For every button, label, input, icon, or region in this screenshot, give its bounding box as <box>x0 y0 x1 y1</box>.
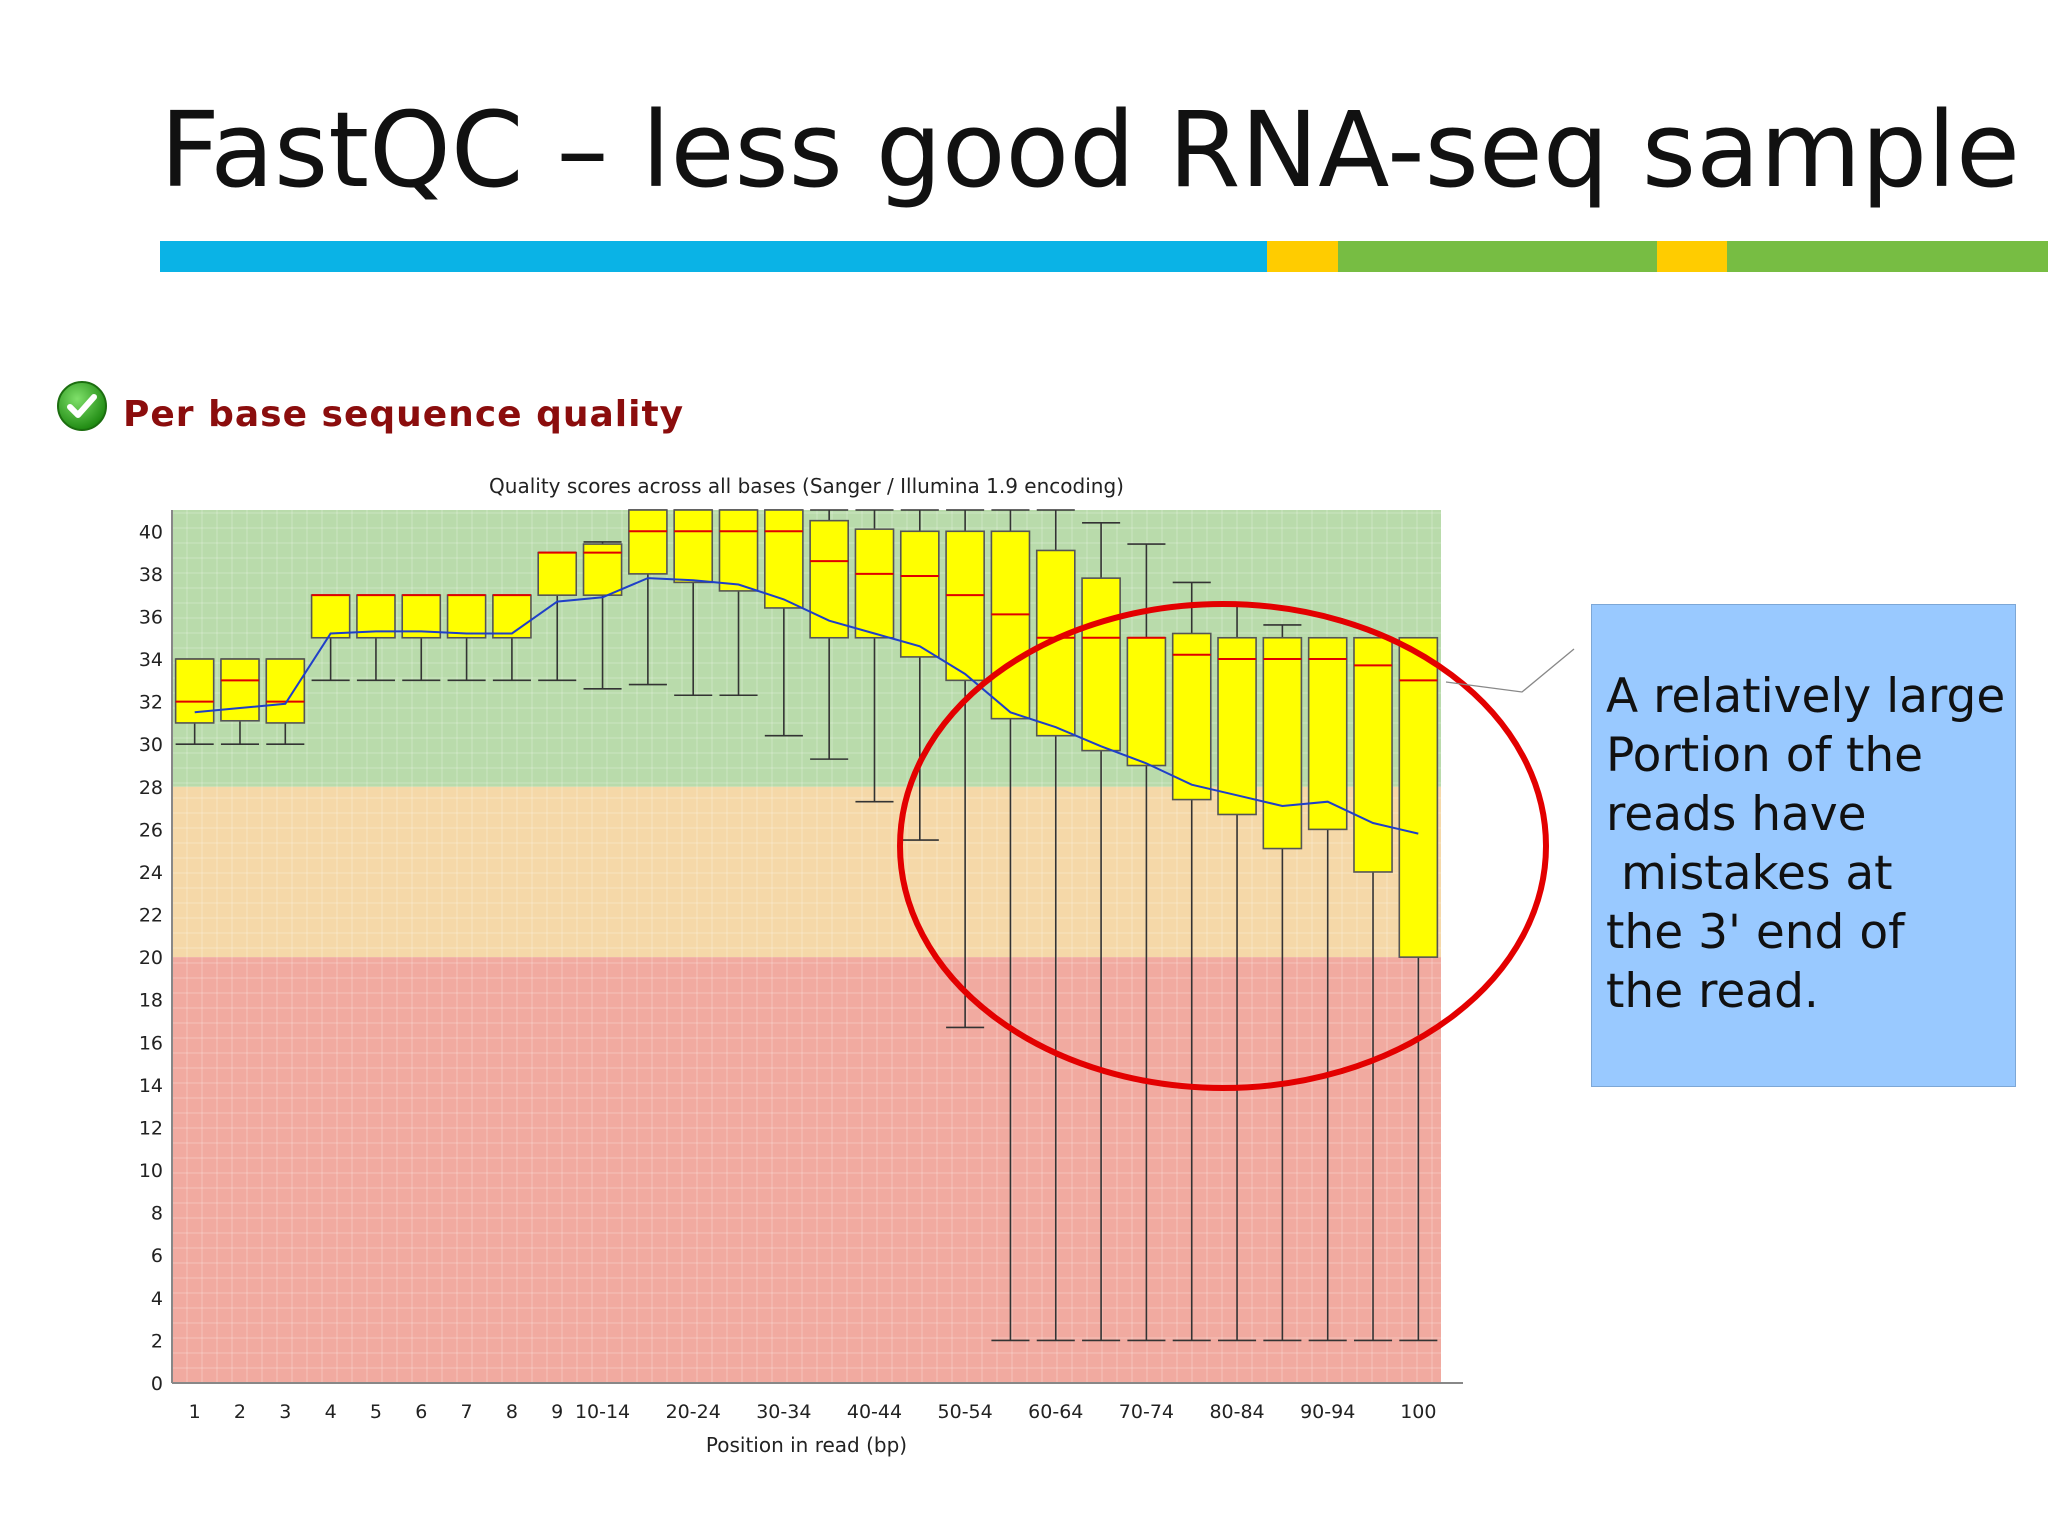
quality-box <box>764 509 804 609</box>
quality-box <box>1171 632 1212 801</box>
title-bar-segment <box>1727 241 2048 272</box>
quality-zone <box>172 957 1441 1383</box>
x-tick-label: 40-44 <box>847 1401 902 1423</box>
callout-text: A relatively large Portion of the reads … <box>1606 669 2006 1019</box>
quality-box <box>990 530 1031 720</box>
x-tick-label: 10-14 <box>575 1401 630 1423</box>
quality-box <box>446 594 487 639</box>
check-icon <box>57 381 107 431</box>
quality-box <box>854 528 895 639</box>
x-tick-label: 6 <box>415 1401 427 1423</box>
x-tick-label: 5 <box>370 1401 382 1423</box>
x-tick-label: 80-84 <box>1209 1401 1264 1423</box>
title-bar-segment <box>1338 241 1657 272</box>
quality-box <box>1081 577 1121 752</box>
x-tick-label: 50-54 <box>938 1401 993 1423</box>
y-tick-label: 36 <box>139 606 163 628</box>
chart-title: Quality scores across all bases (Sanger … <box>489 474 1124 498</box>
quality-box <box>1126 636 1167 767</box>
quality-box <box>492 594 532 639</box>
quality-box <box>265 658 306 724</box>
x-tick-label: 8 <box>506 1401 518 1423</box>
y-tick-label: 34 <box>139 649 163 671</box>
x-tick-label: 90-94 <box>1300 1401 1355 1423</box>
y-tick-label: 30 <box>139 734 163 756</box>
annotation-ellipse <box>897 601 1549 1091</box>
quality-box <box>1398 636 1439 958</box>
quality-box <box>1262 636 1303 850</box>
y-tick-label: 26 <box>139 819 163 841</box>
quality-box <box>945 530 985 682</box>
y-tick-label: 14 <box>139 1075 163 1097</box>
x-tick-label: 20-24 <box>666 1401 721 1423</box>
x-tick-label: 60-64 <box>1028 1401 1083 1423</box>
title-bar-segment <box>160 241 1267 272</box>
quality-box <box>537 551 578 596</box>
quality-box <box>1217 636 1257 816</box>
y-tick-label: 4 <box>151 1288 163 1310</box>
quality-box <box>718 509 759 592</box>
y-tick-label: 20 <box>139 947 163 969</box>
y-tick-label: 32 <box>139 692 163 714</box>
y-tick-label: 38 <box>139 564 163 586</box>
title-bar-segment <box>1267 241 1338 272</box>
y-tick-label: 12 <box>139 1117 163 1139</box>
quality-box <box>174 658 215 724</box>
y-tick-label: 18 <box>139 990 163 1012</box>
x-tick-label: 30-34 <box>756 1401 811 1423</box>
x-tick-label: 7 <box>461 1401 473 1423</box>
mean-line <box>194 577 1419 835</box>
x-tick-label: 3 <box>279 1401 291 1423</box>
x-tick-label: 9 <box>551 1401 563 1423</box>
quality-box <box>220 658 260 722</box>
callout-box: A relatively large Portion of the reads … <box>1591 604 2016 1087</box>
quality-box <box>310 594 351 639</box>
quality-box <box>673 509 714 584</box>
x-axis-label: Position in read (bp) <box>706 1433 907 1457</box>
x-tick-label: 100 <box>1400 1401 1436 1423</box>
x-tick-label: 1 <box>189 1401 201 1423</box>
y-tick-label: 0 <box>151 1373 163 1395</box>
callout-pointer <box>1445 648 1575 693</box>
x-tick-label: 2 <box>234 1401 246 1423</box>
y-tick-label: 40 <box>139 521 163 543</box>
y-tick-label: 24 <box>139 862 163 884</box>
quality-box <box>1307 636 1348 831</box>
quality-box <box>1353 636 1393 873</box>
y-tick-label: 2 <box>151 1330 163 1352</box>
x-tick-label: 4 <box>325 1401 337 1423</box>
slide-title: FastQC – less good RNA-seq sample <box>160 89 2021 211</box>
y-tick-label: 8 <box>151 1203 163 1225</box>
quality-box <box>899 530 940 658</box>
module-title: Per base sequence quality <box>123 394 685 435</box>
title-bar-segment <box>1657 241 1727 272</box>
y-tick-label: 22 <box>139 905 163 927</box>
title-color-bar <box>160 241 2048 272</box>
y-tick-label: 28 <box>139 777 163 799</box>
y-tick-label: 6 <box>151 1245 163 1267</box>
quality-box <box>628 509 668 575</box>
y-tick-label: 10 <box>139 1160 163 1182</box>
y-tick-label: 16 <box>139 1032 163 1054</box>
x-tick-label: 70-74 <box>1119 1401 1174 1423</box>
quality-box <box>809 519 849 639</box>
